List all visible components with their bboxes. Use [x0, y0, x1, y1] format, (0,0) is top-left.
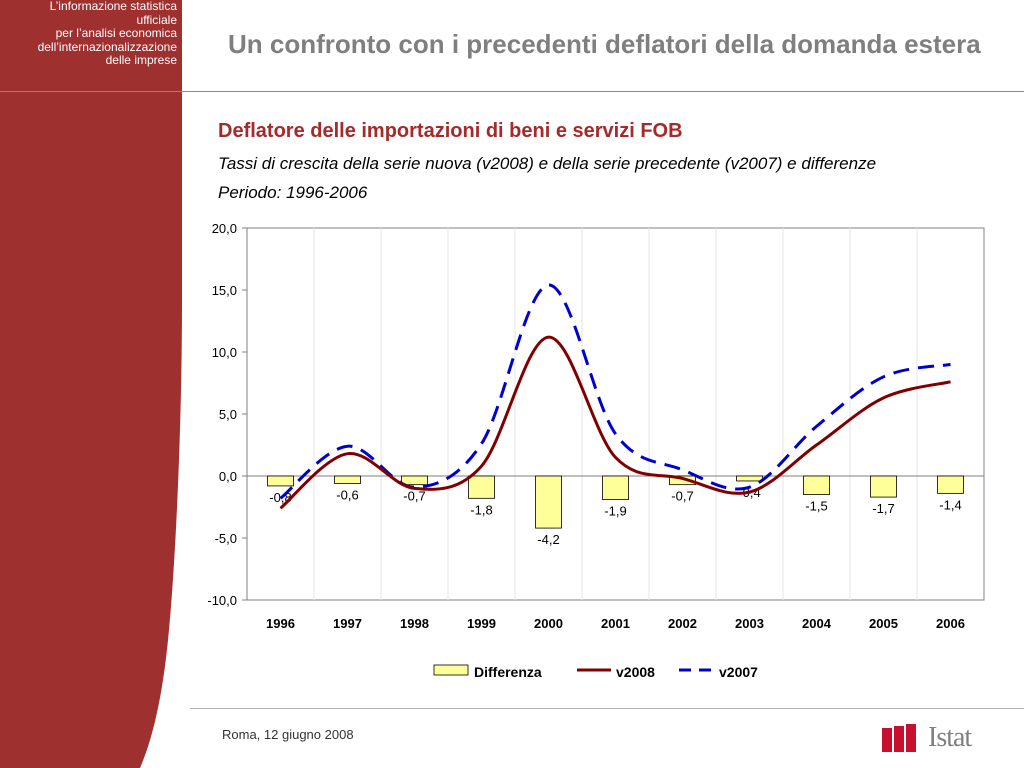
- bar: [267, 475, 294, 487]
- x-tick-label: 1996: [266, 616, 295, 631]
- header-line: per l’analisi economica: [55, 26, 177, 40]
- y-tick-label: 0,0: [219, 469, 237, 484]
- series-line-v2008: [279, 335, 951, 510]
- y-tick-label: 5,0: [219, 407, 237, 422]
- bar: [602, 475, 629, 500]
- x-tick-label: 2006: [936, 616, 965, 631]
- header-divider: [0, 91, 1024, 92]
- bar-data-label: -1,8: [470, 502, 492, 517]
- bar-data-label: -4,2: [537, 532, 559, 547]
- x-tick-label: 2000: [534, 616, 563, 631]
- x-tick-label: 2002: [668, 616, 697, 631]
- y-tick-label: 20,0: [212, 221, 237, 236]
- x-tick-label: 1999: [467, 616, 496, 631]
- bar-data-label: -0,7: [403, 489, 425, 504]
- bar: [669, 475, 696, 486]
- chart-title: Deflatore delle importazioni di beni e s…: [218, 120, 683, 142]
- bar-data-label: -1,4: [939, 497, 961, 512]
- x-tick-label: 1998: [400, 616, 429, 631]
- x-tick-label: 2003: [735, 616, 764, 631]
- bar: [870, 475, 897, 498]
- y-tick-label: -5,0: [215, 531, 237, 546]
- legend-label: v2007: [719, 664, 758, 680]
- x-tick-label: 1997: [333, 616, 362, 631]
- header-line: dell’internazionalizzazione: [37, 39, 177, 54]
- bar-data-label: -1,9: [604, 504, 626, 519]
- y-tick-label: -10,0: [207, 593, 237, 608]
- bar-data-label: -0,7: [671, 489, 693, 504]
- x-tick-label: 2004: [802, 616, 832, 631]
- x-tick-label: 2001: [601, 616, 630, 631]
- bar: [334, 475, 361, 484]
- legend-label: v2008: [616, 664, 655, 680]
- footer-divider: [190, 708, 1024, 709]
- plot-area: [246, 227, 985, 601]
- logo-text: Istat: [928, 722, 972, 753]
- bar: [803, 475, 830, 496]
- legend-label: Differenza: [474, 664, 542, 680]
- bar-data-label: -0,6: [336, 487, 358, 502]
- bar: [535, 475, 562, 529]
- chart-subtitle: Tassi di crescita della serie nuova (v20…: [218, 154, 877, 173]
- header-line: ufficiale: [136, 12, 177, 27]
- header-line: delle imprese: [105, 53, 177, 67]
- chart-period: Periodo: 1996-2006: [218, 183, 368, 202]
- bar: [401, 475, 428, 486]
- y-tick-label: 15,0: [212, 283, 237, 298]
- footer-date: Roma, 12 giugno 2008: [222, 727, 354, 742]
- bar: [937, 475, 964, 494]
- bar-data-label: -1,5: [805, 499, 827, 514]
- slide-title: Un confronto con i precedenti deflatori …: [228, 29, 981, 59]
- istat-logo: [882, 724, 916, 752]
- bar-data-label: -1,7: [872, 501, 894, 516]
- bar: [736, 475, 763, 482]
- header-line: L’informazione statistica: [49, 0, 177, 13]
- sidebar-band: [0, 0, 182, 768]
- x-tick-label: 2005: [869, 616, 898, 631]
- y-tick-label: 10,0: [212, 345, 237, 360]
- sidebar-header: L’informazione statistica ufficiale per …: [0, 0, 180, 68]
- legend-swatch-bar: [433, 664, 469, 676]
- bar: [468, 475, 495, 499]
